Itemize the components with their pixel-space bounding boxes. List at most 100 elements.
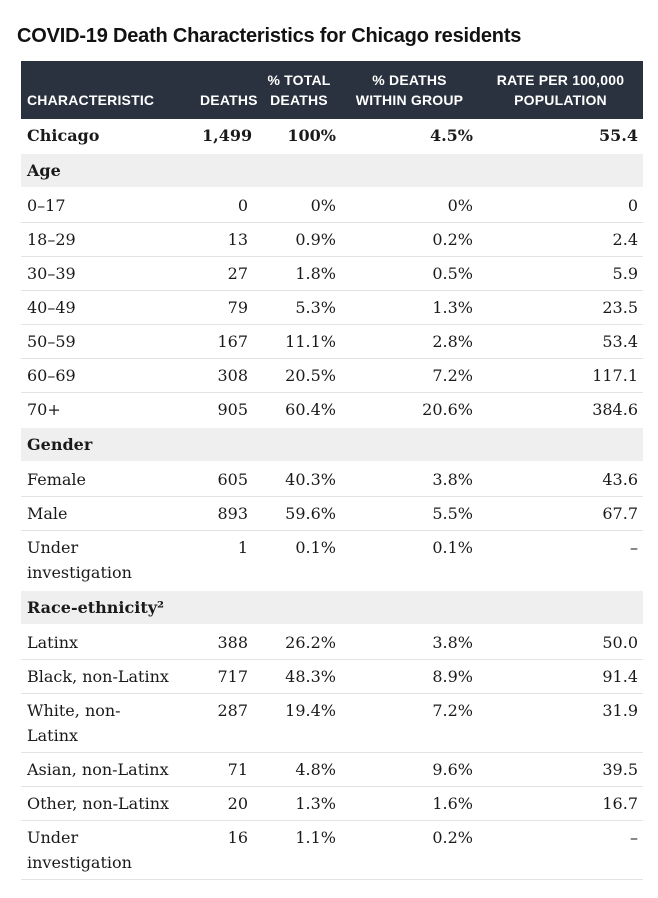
cell-rate: 384.6 <box>478 392 643 428</box>
cell-pct-within-group: 3.8% <box>341 462 478 497</box>
cell-rate: 67.7 <box>478 496 643 531</box>
cell-rate: 5.9 <box>478 256 643 291</box>
col-header-rate-per-100000: RATE PER 100,000 POPULATION <box>478 61 643 119</box>
row-label: Under investigation <box>21 820 196 880</box>
cell-pct-within-group: 7.2% <box>341 693 478 753</box>
cell-deaths: 20 <box>196 786 257 821</box>
table-row: Asian, non-Latinx 71 4.8% 9.6% 39.5 <box>21 752 643 787</box>
cell-pct-within-group: 20.6% <box>341 392 478 428</box>
row-label: 60–69 <box>21 358 196 393</box>
cell-rate: 0 <box>478 188 643 223</box>
row-label: 50–59 <box>21 324 196 359</box>
section-label: Gender <box>21 426 643 463</box>
col-header-deaths: DEATHS <box>196 61 258 119</box>
cell-pct-total: 100% <box>257 119 341 154</box>
table-row: Black, non-Latinx 717 48.3% 8.9% 91.4 <box>21 659 643 694</box>
cell-pct-within-group: 1.6% <box>341 786 478 821</box>
table-row: 18–29 13 0.9% 0.2% 2.4 <box>21 222 643 257</box>
cell-pct-within-group: 0.2% <box>341 820 478 880</box>
cell-deaths: 27 <box>196 256 257 291</box>
cell-deaths: 605 <box>196 462 257 497</box>
cell-deaths: 71 <box>196 752 257 787</box>
cell-pct-total: 48.3% <box>257 659 341 694</box>
table-row: 30–39 27 1.8% 0.5% 5.9 <box>21 256 643 291</box>
row-label: 70+ <box>21 392 196 428</box>
table-row: White, non- Latinx 287 19.4% 7.2% 31.9 <box>21 693 643 753</box>
section-label: Age <box>21 152 643 189</box>
covid-death-characteristics-table: CHARACTERISTIC DEATHS % TOTAL DEATHS % D… <box>21 61 643 880</box>
col-header-characteristic: CHARACTERISTIC <box>21 61 196 119</box>
cell-deaths: 79 <box>196 290 257 325</box>
cell-rate: 50.0 <box>478 625 643 660</box>
row-label: 40–49 <box>21 290 196 325</box>
row-label: White, non- Latinx <box>21 693 196 753</box>
table-row: Chicago 1,499 100% 4.5% 55.4 <box>21 119 643 154</box>
cell-deaths: 167 <box>196 324 257 359</box>
cell-deaths: 905 <box>196 392 257 428</box>
cell-rate: 31.9 <box>478 693 643 753</box>
row-label: 30–39 <box>21 256 196 291</box>
table-body: Chicago 1,499 100% 4.5% 55.4 Age 0–17 0 0% 0% 0 18–… <box>21 119 643 880</box>
cell-pct-total: 5.3% <box>257 290 341 325</box>
cell-deaths: 1,499 <box>196 119 257 154</box>
cell-pct-total: 4.8% <box>257 752 341 787</box>
cell-pct-within-group: 2.8% <box>341 324 478 359</box>
cell-pct-total: 1.8% <box>257 256 341 291</box>
cell-rate: 39.5 <box>478 752 643 787</box>
cell-pct-total: 11.1% <box>257 324 341 359</box>
row-label: Black, non-Latinx <box>21 659 196 694</box>
page: COVID-19 Death Characteristics for Chica… <box>0 25 658 880</box>
section-row: Gender <box>21 426 643 463</box>
cell-pct-total: 20.5% <box>257 358 341 393</box>
cell-rate: – <box>478 530 643 591</box>
cell-deaths: 287 <box>196 693 257 753</box>
cell-pct-within-group: 9.6% <box>341 752 478 787</box>
cell-pct-total: 0.1% <box>257 530 341 591</box>
cell-rate: 23.5 <box>478 290 643 325</box>
cell-deaths: 0 <box>196 188 257 223</box>
cell-deaths: 388 <box>196 625 257 660</box>
row-label: Male <box>21 496 196 531</box>
table-row: Male 893 59.6% 5.5% 67.7 <box>21 496 643 531</box>
cell-pct-total: 1.1% <box>257 820 341 880</box>
row-label: Latinx <box>21 625 196 660</box>
cell-rate: 91.4 <box>478 659 643 694</box>
cell-pct-within-group: 1.3% <box>341 290 478 325</box>
cell-pct-within-group: 0% <box>341 188 478 223</box>
cell-pct-within-group: 5.5% <box>341 496 478 531</box>
cell-rate: 16.7 <box>478 786 643 821</box>
cell-rate: 2.4 <box>478 222 643 257</box>
table-row: 50–59 167 11.1% 2.8% 53.4 <box>21 324 643 359</box>
cell-rate: – <box>478 820 643 880</box>
row-label: Female <box>21 462 196 497</box>
table-row: Under investigation 1 0.1% 0.1% – <box>21 530 643 591</box>
cell-deaths: 1 <box>196 530 257 591</box>
table-row: Female 605 40.3% 3.8% 43.6 <box>21 462 643 497</box>
table-row: 70+ 905 60.4% 20.6% 384.6 <box>21 392 643 428</box>
cell-pct-within-group: 7.2% <box>341 358 478 393</box>
col-header-pct-total-deaths: % TOTAL DEATHS <box>257 61 341 119</box>
cell-pct-total: 19.4% <box>257 693 341 753</box>
cell-deaths: 13 <box>196 222 257 257</box>
cell-rate: 43.6 <box>478 462 643 497</box>
cell-pct-within-group: 3.8% <box>341 625 478 660</box>
cell-deaths: 893 <box>196 496 257 531</box>
cell-rate: 55.4 <box>478 119 643 154</box>
table-row: 40–49 79 5.3% 1.3% 23.5 <box>21 290 643 325</box>
table-row: 0–17 0 0% 0% 0 <box>21 188 643 223</box>
page-title: COVID-19 Death Characteristics for Chica… <box>17 25 522 47</box>
table-row: Other, non-Latinx 20 1.3% 1.6% 16.7 <box>21 786 643 821</box>
section-row: Age <box>21 152 643 189</box>
row-label: Chicago <box>21 119 196 154</box>
header-row: CHARACTERISTIC DEATHS % TOTAL DEATHS % D… <box>21 61 643 119</box>
cell-pct-within-group: 0.1% <box>341 530 478 591</box>
cell-pct-total: 60.4% <box>257 392 341 428</box>
cell-pct-within-group: 4.5% <box>341 119 478 154</box>
cell-deaths: 717 <box>196 659 257 694</box>
row-label: Asian, non-Latinx <box>21 752 196 787</box>
cell-pct-within-group: 0.5% <box>341 256 478 291</box>
cell-pct-total: 0.9% <box>257 222 341 257</box>
cell-pct-total: 59.6% <box>257 496 341 531</box>
cell-deaths: 308 <box>196 358 257 393</box>
cell-rate: 53.4 <box>478 324 643 359</box>
